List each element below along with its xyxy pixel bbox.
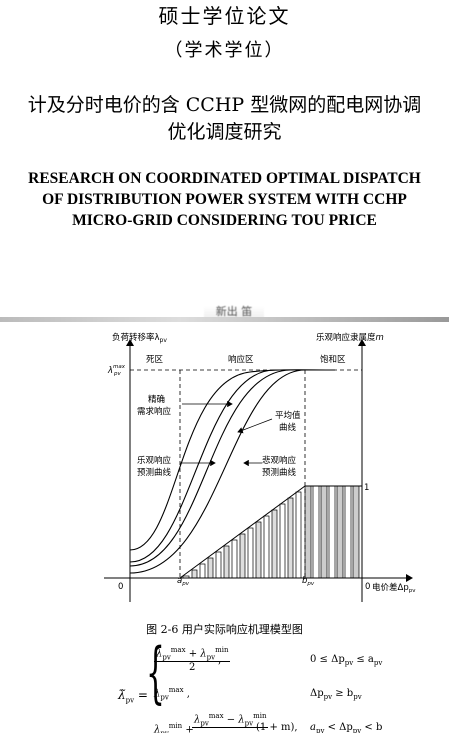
bar-12 [271,509,278,579]
bar-16 [304,485,312,579]
average-label-line-2: 曲线 [279,422,297,433]
english-title-line-1: RESEARCH ON COORDINATED OPTIMAL DISPATCH [28,170,421,187]
b-pv-label: bpv [302,576,315,587]
scan-artifact-band [0,317,449,322]
bar-2 [191,569,198,579]
bar-7 [231,539,238,579]
bar-3 [199,563,206,579]
chinese-title-line-2: 优化调度研究 [167,121,282,143]
optimistic-label-line-1: 乐观响应 [137,455,172,466]
hatched-bar-group [182,485,360,579]
case1-fraction: λpvmax + λpvmin 2 [154,646,231,674]
formula-block: λ̃pv = { λpvmax + λpvmin 2 , 0 ≤ Δppv ≤ … [0,640,449,733]
average-label-line-1: 平均值 [275,410,301,421]
bar-13 [279,503,286,579]
right-axis-label: 乐观响应隶属度m [316,332,384,343]
average-arrow [237,418,273,434]
bar-9 [247,527,254,579]
case2-condition: Δppv ≥ bpv [310,688,362,701]
bar-17 [312,485,320,579]
thesis-type: 硕士学位论文 [158,4,291,28]
figure-caption: 图 2-6 用户实际响应机理模型图 [146,623,303,636]
optimistic-label-line-2: 预测曲线 [137,467,172,478]
membership-one-label: 1 [364,483,369,493]
english-title: RESEARCH ON COORDINATED OPTIMAL DISPATCH… [0,168,449,231]
pessimistic-curve [129,369,335,574]
accurate-curve [129,369,335,563]
membership-line [179,485,306,579]
zone-dead-label: 死区 [146,355,164,365]
formula-brace: { [146,640,165,711]
zone-response-label: 响应区 [228,354,254,365]
bar-14 [287,497,294,579]
chinese-title: 计及分时电价的含 CCHP 型微网的配电网协调 优化调度研究 [0,92,449,146]
accurate-label-line-2: 需求响应 [137,406,172,417]
chinese-title-line-1: 计及分时电价的含 CCHP 型微网的配电网协调 [27,94,422,116]
bar-18 [320,485,328,579]
zone-saturation-label: 饱和区 [320,354,346,365]
bar-8 [239,533,246,579]
lambda-max-label: λmax pv [107,364,126,377]
origin-left-label: 0 [118,582,123,592]
response-model-figure: 负荷转移率λpv 乐观响应隶属度m 死区 响应区 饱和区 λmax pv 精确 需… [104,332,416,602]
formula-lhs: λ̃pv = [118,688,148,705]
bar-20 [336,485,344,579]
origin-right-label: 0 [365,582,370,592]
bar-21 [344,485,352,579]
bar-22 [352,485,360,579]
english-title-line-2: OF DISTRIBUTION POWER SYSTEM WITH CCHP [42,191,407,208]
bar-5 [215,551,222,579]
case3-fraction: λpvmax − λpvmin [192,712,269,729]
a-pv-label: apv [177,576,190,587]
left-axis-label: 负荷转移率λpv [112,332,167,344]
case3-lead: λpvmin + [154,722,194,733]
accurate-label-line-1: 精确 [148,394,165,405]
pessimistic-label-line-1: 悲观响应 [262,455,297,466]
bar-19 [328,485,336,579]
bar-15 [295,491,302,579]
case3-condition: apv < Δppv < b [310,722,383,733]
case1-condition: 0 ≤ Δppv ≤ apv [310,654,383,667]
case3-tail: (1 + m), [256,722,298,733]
english-title-line-3: MICRO-GRID CONSIDERING TOU PRICE [72,212,377,229]
bar-6 [223,545,230,579]
degree-type: （学术学位） [164,40,285,61]
bar-11 [263,515,270,579]
scan-smudge-text: 新出 笛 [204,306,264,318]
bar-10 [255,521,262,579]
bar-4 [207,557,214,579]
x-axis-label: 电价差Δppv [372,582,416,594]
case2-value: λpvmax , [154,686,190,702]
pessimistic-label-line-2: 预测曲线 [262,467,297,478]
